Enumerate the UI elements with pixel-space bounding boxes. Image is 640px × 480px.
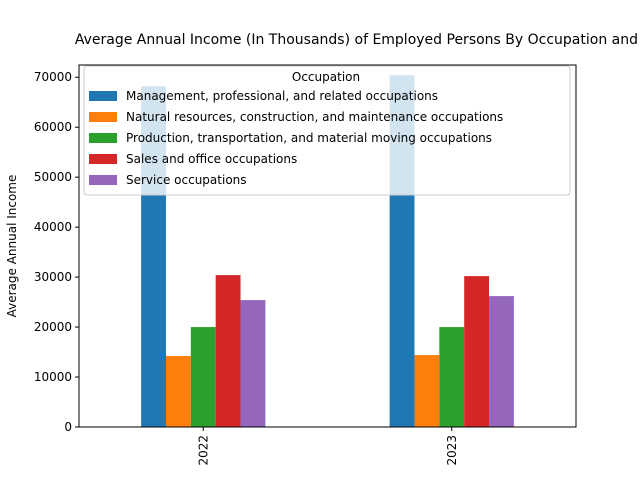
plot-frame (78, 64, 577, 428)
legend-label: Sales and office occupations (126, 152, 297, 166)
legend-swatch (89, 154, 117, 164)
legend-swatch (89, 91, 117, 101)
y-tick-label: 70000 (34, 70, 72, 84)
x-tick-label: 2023 (445, 435, 459, 466)
legend-swatch (89, 175, 117, 185)
y-tick-label: 20000 (34, 320, 72, 334)
legend-box (83, 65, 571, 196)
bar (190, 327, 216, 427)
legend-swatch (89, 112, 117, 122)
legend-label: Service occupations (126, 173, 247, 187)
legend-label: Natural resources, construction, and mai… (126, 110, 503, 124)
bar (165, 356, 191, 427)
bar (240, 300, 266, 427)
bar (464, 276, 490, 427)
bar (215, 275, 241, 427)
bar (439, 327, 465, 427)
y-tick-label: 40000 (34, 220, 72, 234)
legend-title: Occupation (292, 70, 360, 84)
y-tick-label: 50000 (34, 170, 72, 184)
y-tick-label: 60000 (34, 120, 72, 134)
legend-swatch (89, 133, 117, 143)
bar (489, 296, 514, 427)
y-tick-label: 10000 (34, 370, 72, 384)
legend-label: Production, transportation, and material… (126, 131, 492, 145)
y-tick-label: 0 (64, 420, 72, 434)
y-axis-label: Average Annual Income (5, 175, 19, 318)
chart-title: Average Annual Income (In Thousands) of … (75, 32, 638, 48)
bar (414, 355, 440, 427)
y-tick-label: 30000 (34, 270, 72, 284)
legend-label: Management, professional, and related oc… (126, 89, 438, 103)
x-tick-label: 2022 (196, 435, 210, 466)
